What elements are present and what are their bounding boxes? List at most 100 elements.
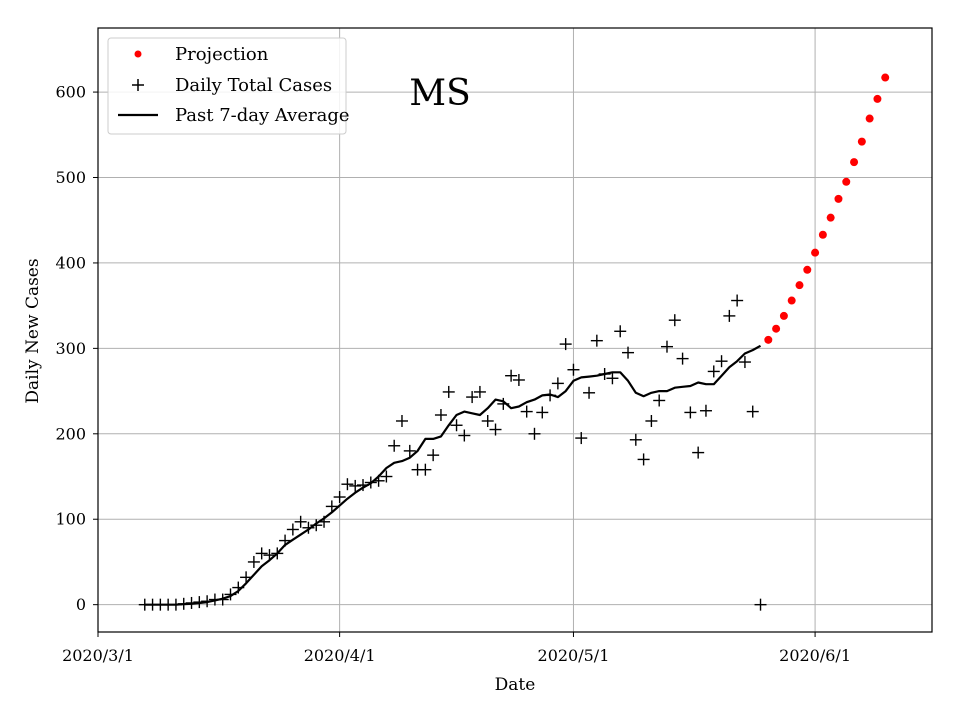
projection-point <box>881 73 890 82</box>
daily-case-point <box>606 372 619 385</box>
average-line <box>144 344 762 606</box>
projection-point <box>779 311 788 320</box>
daily-case-point <box>185 596 198 609</box>
y-tick-label: 600 <box>55 83 86 102</box>
projection-point <box>811 248 820 257</box>
x-axis-label: Date <box>495 675 536 695</box>
daily-case-point <box>676 352 689 365</box>
daily-case-point <box>286 523 299 536</box>
daily-case-point <box>653 394 666 407</box>
daily-case-point <box>380 470 393 483</box>
projection-point <box>873 94 882 103</box>
daily-case-point <box>177 597 190 610</box>
chart-title: MS <box>409 73 471 114</box>
daily-case-point <box>442 385 455 398</box>
legend: Projection Daily Total Cases Past 7-day … <box>107 37 350 135</box>
daily-case-point <box>224 588 237 601</box>
daily-case-point <box>536 406 549 419</box>
y-tick-label: 200 <box>55 424 86 443</box>
y-tick-label: 0 <box>76 595 86 614</box>
daily-case-point <box>201 595 214 608</box>
daily-case-point <box>723 309 736 322</box>
projection-point <box>834 194 843 203</box>
daily-case-point <box>341 478 354 491</box>
daily-case-point <box>707 365 720 378</box>
daily-case-point <box>567 363 580 376</box>
average-line-layer <box>144 344 762 606</box>
projection-point <box>787 296 796 305</box>
projection-point <box>818 230 827 239</box>
daily-case-point <box>333 491 346 504</box>
daily-case-point <box>489 423 502 436</box>
y-tick-label: 100 <box>55 510 86 529</box>
daily-case-point <box>263 549 276 562</box>
daily-case-point <box>318 515 331 528</box>
daily-case-point <box>419 463 432 476</box>
daily-case-point <box>473 385 486 398</box>
x-axis-ticks: 2020/3/1 2020/4/1 2020/5/1 2020/6/1 <box>62 632 851 665</box>
daily-case-point <box>512 373 525 386</box>
x-tick-label: 2020/6/1 <box>779 646 851 665</box>
daily-case-point <box>505 369 518 382</box>
daily-case-point <box>699 404 712 417</box>
daily-case-point <box>325 500 338 513</box>
legend-daily-label: Daily Total Cases <box>175 75 332 96</box>
y-axis-label: Daily New Cases <box>23 258 43 403</box>
projection-point <box>865 114 874 123</box>
daily-case-point <box>232 581 245 594</box>
daily-case-point <box>575 432 588 445</box>
daily-case-point <box>279 534 292 547</box>
daily-case-point <box>466 391 479 404</box>
daily-case-point <box>715 355 728 368</box>
y-axis-ticks: 0 100 200 300 400 500 600 <box>55 83 98 614</box>
daily-case-point <box>302 521 315 534</box>
daily-case-point <box>364 476 377 489</box>
daily-case-point <box>590 334 603 347</box>
daily-case-point <box>598 367 611 380</box>
daily-case-point <box>731 294 744 307</box>
daily-case-point <box>450 419 463 432</box>
daily-case-point <box>754 598 767 611</box>
legend-average-label: Past 7-day Average <box>175 105 350 126</box>
daily-case-point <box>294 515 307 528</box>
daily-case-point <box>551 377 564 390</box>
daily-case-point <box>395 414 408 427</box>
legend-daily-marker <box>132 79 144 91</box>
daily-case-point <box>583 386 596 399</box>
daily-case-point <box>403 444 416 457</box>
daily-case-point <box>645 414 658 427</box>
daily-case-point <box>255 547 268 560</box>
daily-case-point <box>388 439 401 452</box>
y-tick-label: 500 <box>55 168 86 187</box>
x-tick-label: 2020/5/1 <box>538 646 610 665</box>
daily-case-point <box>629 433 642 446</box>
daily-case-point <box>738 356 751 369</box>
daily-case-point <box>660 340 673 353</box>
daily-case-point <box>622 346 635 359</box>
daily-case-point <box>310 519 323 532</box>
daily-case-point <box>520 405 533 418</box>
projection-point <box>826 213 835 222</box>
daily-case-point <box>372 474 385 487</box>
daily-case-point <box>349 479 362 492</box>
daily-case-point <box>544 389 557 402</box>
legend-box <box>107 37 347 135</box>
projection-markers <box>764 73 890 344</box>
daily-case-point <box>247 555 260 568</box>
daily-case-point <box>528 427 541 440</box>
projection-point <box>795 281 804 290</box>
daily-case-point <box>668 314 681 327</box>
daily-case-point <box>684 406 697 419</box>
projection-point <box>850 158 859 167</box>
projection-point <box>857 137 866 146</box>
daily-case-point <box>637 453 650 466</box>
projection-point <box>764 335 773 344</box>
x-tick-label: 2020/3/1 <box>62 646 134 665</box>
daily-case-point <box>746 405 759 418</box>
daily-cases-markers <box>138 294 767 611</box>
projection-point <box>772 324 781 333</box>
daily-case-point <box>240 571 253 584</box>
projection-point <box>842 177 851 186</box>
